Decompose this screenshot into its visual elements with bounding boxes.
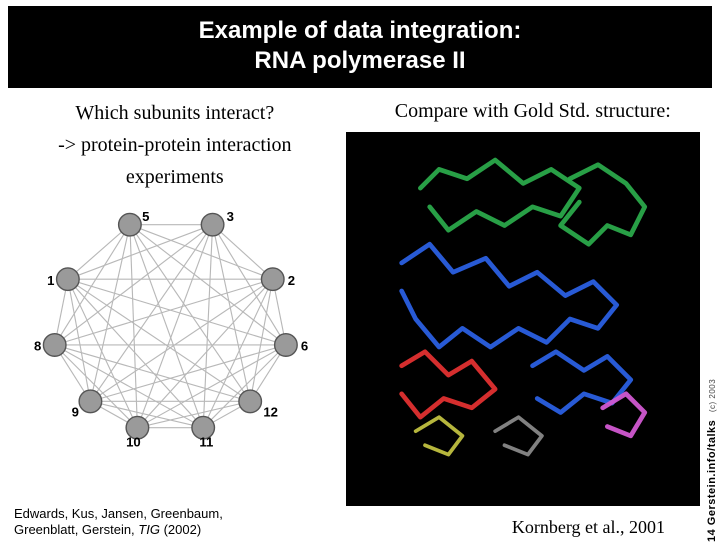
network-node <box>118 213 141 236</box>
content-area: Which subunits interact? -> protein-prot… <box>0 88 720 548</box>
left-credit: Edwards, Kus, Jansen, Greenbaum, Greenbl… <box>14 506 223 539</box>
network-edge <box>212 225 272 280</box>
network-node-label: 12 <box>263 404 278 419</box>
network-node-label: 6 <box>301 339 308 354</box>
network-node-label: 10 <box>126 434 141 449</box>
network-node <box>201 213 224 236</box>
network-node <box>261 268 284 291</box>
question-line-1: Which subunits interact? <box>12 100 338 126</box>
network-node-label: 5 <box>142 209 149 224</box>
network-edge <box>54 279 272 345</box>
side-label-sub: (c) 2003 <box>708 379 717 412</box>
network-node <box>274 334 297 357</box>
structure-svg <box>346 132 700 506</box>
slide-title: Example of data integration: RNA polymer… <box>8 6 712 88</box>
network-edge <box>203 279 273 427</box>
protein-structure-figure <box>346 132 700 506</box>
side-label-main: 14 Gerstein.info/talks <box>706 420 718 542</box>
network-node-label: 2 <box>288 273 295 288</box>
right-column: Compare with Gold Std. structure: Kornbe… <box>346 88 720 548</box>
interaction-network-diagram: 5312869121011 <box>25 204 325 454</box>
network-node <box>239 390 262 413</box>
network-node-label: 8 <box>34 339 41 354</box>
title-line-2: RNA polymerase II <box>8 46 712 76</box>
network-edge <box>68 279 250 401</box>
credit-line-2b: (2002) <box>160 522 201 537</box>
network-node-label: 11 <box>199 434 213 449</box>
credit-line-2-italic: TIG <box>138 522 160 537</box>
compare-heading: Compare with Gold Std. structure: <box>346 100 720 123</box>
network-edge <box>68 225 130 280</box>
network-edge <box>68 279 286 345</box>
question-line-2: -> protein-protein interaction <box>12 132 338 158</box>
title-line-1: Example of data integration: <box>8 16 712 46</box>
network-svg: 5312869121011 <box>25 204 325 454</box>
network-edge <box>203 225 212 428</box>
structure-credit: Kornberg et al., 2001 <box>512 517 665 538</box>
side-label: 14 Gerstein.info/talks (c) 2003 <box>706 379 718 542</box>
left-column: Which subunits interact? -> protein-prot… <box>0 88 346 548</box>
network-node <box>79 390 102 413</box>
network-node-label: 9 <box>71 404 78 419</box>
network-node <box>43 334 66 357</box>
network-node <box>56 268 79 291</box>
network-node-label: 1 <box>47 273 54 288</box>
network-node-label: 3 <box>226 209 233 224</box>
question-line-3: experiments <box>12 164 338 190</box>
credit-line-2a: Greenblatt, Gerstein, <box>14 522 138 537</box>
credit-line-1: Edwards, Kus, Jansen, Greenbaum, <box>14 506 223 521</box>
